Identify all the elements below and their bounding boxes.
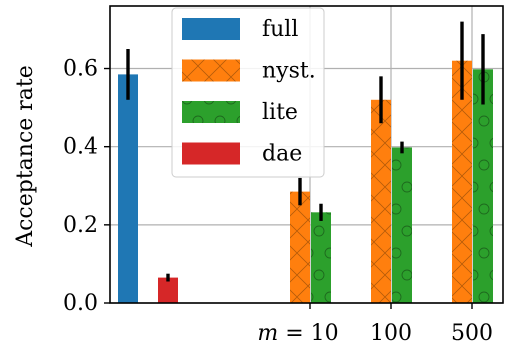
legend-label: lite [262,100,298,125]
legend-swatch [182,142,240,165]
bar-hatch [473,69,493,303]
bar-full [118,74,138,304]
legend-label: full [262,17,298,42]
y-tick-label: 0.6 [63,57,98,82]
legend: full nyst. lite dae [171,7,325,178]
legend-swatch-hatch [182,101,240,123]
y-tick-label: 0.2 [63,213,98,238]
bar-hatch [452,60,472,303]
bar-dae [158,277,178,303]
bar-hatch [290,191,310,303]
plot-frame [109,5,504,304]
x-tick-label: m = 10 [257,321,338,346]
error-bars [126,21,485,282]
legend-label: dae [262,142,302,167]
x-tick-label: 500 [451,321,493,346]
legend-frame [171,7,325,178]
y-tick-label: 0.4 [63,135,98,160]
legend-swatch-hatch [182,59,240,82]
bar-hatch [371,99,391,303]
legend-label: nyst. [262,59,316,84]
y-axis-label: Acceptance rate [13,65,38,248]
y-tick-label: 0.0 [63,291,98,316]
bar-hatch [311,212,331,303]
ticks: 0.0 0.2 0.4 0.6 m = 10 100 500 [63,57,493,346]
bar-hatch [392,147,412,303]
bars [118,60,493,304]
legend-swatch [182,18,240,40]
x-tick-label: 100 [370,321,412,346]
